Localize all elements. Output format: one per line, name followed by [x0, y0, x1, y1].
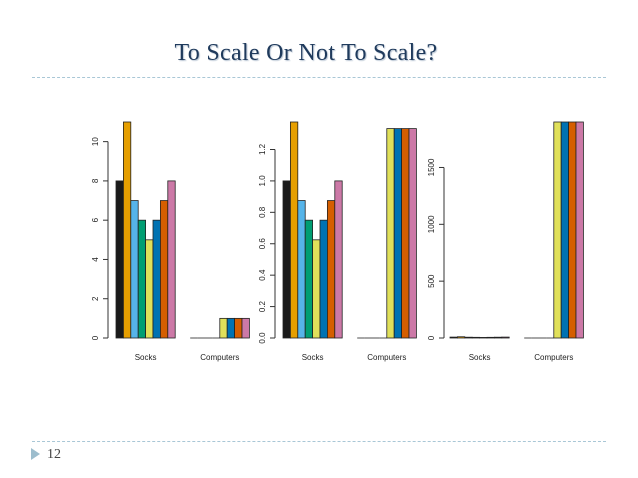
chart2-bar: [408, 128, 417, 339]
chart2-bar: [289, 121, 299, 339]
chart3-bar: [575, 121, 584, 339]
chart1-x-tick-label: Socks: [135, 353, 157, 362]
chart1-y-tick-label: 2: [91, 296, 100, 301]
chart2-y-tick-label: 0.6: [258, 238, 267, 250]
chart2-bar: [326, 200, 336, 339]
chart3-bar: [501, 336, 510, 339]
chart3-bar: [456, 336, 466, 339]
chart2-y-tick-label: 1.2: [258, 143, 267, 155]
chart3-x-tick-label: Computers: [534, 353, 573, 362]
chart2-x-tick-label: Socks: [302, 353, 324, 362]
chart3-x-tick-label: Socks: [469, 353, 491, 362]
chart1-bar: [219, 317, 228, 339]
chart2-bar: [282, 180, 291, 339]
chart3-bar: [493, 336, 503, 339]
chart2-bar: [312, 239, 321, 339]
chart1-bar: [145, 239, 154, 339]
chart1-y-tick-label: 10: [91, 137, 100, 146]
slide-number: 12: [47, 447, 61, 462]
chart3-bar: [479, 337, 488, 339]
chart2-y-tick-label: 1.0: [258, 175, 267, 187]
chart3-bar: [449, 336, 458, 339]
chart2-bar: [297, 200, 306, 339]
chart3-bar: [553, 121, 562, 339]
chart3-y-tick-label: 1000: [427, 215, 436, 233]
chart1-y-tick-label: 8: [91, 178, 100, 183]
slide-title: To Scale Or Not To Scale?: [174, 40, 438, 66]
chart2-y-tick-label: 0.2: [258, 300, 267, 312]
top-divider: [32, 77, 606, 78]
chart2-y-tick-label: 0.4: [258, 269, 267, 281]
chart1-bar: [226, 317, 235, 339]
chart2-x-tick-label: Computers: [367, 353, 406, 362]
chart2-bar: [334, 180, 343, 339]
chart1-x-tick-label: Computers: [200, 353, 239, 362]
chart2-bar: [386, 128, 395, 339]
chart1-y-tick-label: 6: [91, 217, 100, 222]
chart2-bar: [401, 128, 410, 339]
chart2-y-tick-label: 0.0: [258, 332, 267, 344]
chart1-bar: [115, 180, 124, 339]
chart2-y-tick-label: 0.8: [258, 206, 267, 218]
chart3-bar: [486, 336, 495, 339]
chart1-bar: [234, 317, 243, 339]
chart3-bar: [464, 336, 473, 339]
chart3-bar: [568, 121, 577, 339]
chart3-y-tick-label: 0: [427, 335, 436, 340]
slide-number-arrow-icon: [31, 448, 40, 460]
chart1-bar: [123, 121, 132, 339]
chart2-bar: [393, 128, 403, 339]
chart1-bar: [167, 180, 176, 339]
chart3-bar: [471, 336, 481, 339]
chart2-bar: [319, 219, 328, 339]
chart1-bar: [241, 317, 250, 339]
chart3-bar: [560, 121, 570, 339]
chart2-bar: [304, 219, 314, 339]
chart1-y-tick-label: 0: [91, 335, 100, 340]
chart1-bar: [130, 200, 139, 339]
bottom-divider: [32, 441, 606, 442]
chart1-y-tick-label: 4: [91, 257, 100, 262]
chart3-y-tick-label: 1500: [427, 158, 436, 176]
chart1-bar: [137, 219, 146, 339]
chart1-bar: [159, 200, 169, 339]
chart3-y-tick-label: 500: [427, 274, 436, 288]
chart1-bar: [152, 219, 161, 339]
